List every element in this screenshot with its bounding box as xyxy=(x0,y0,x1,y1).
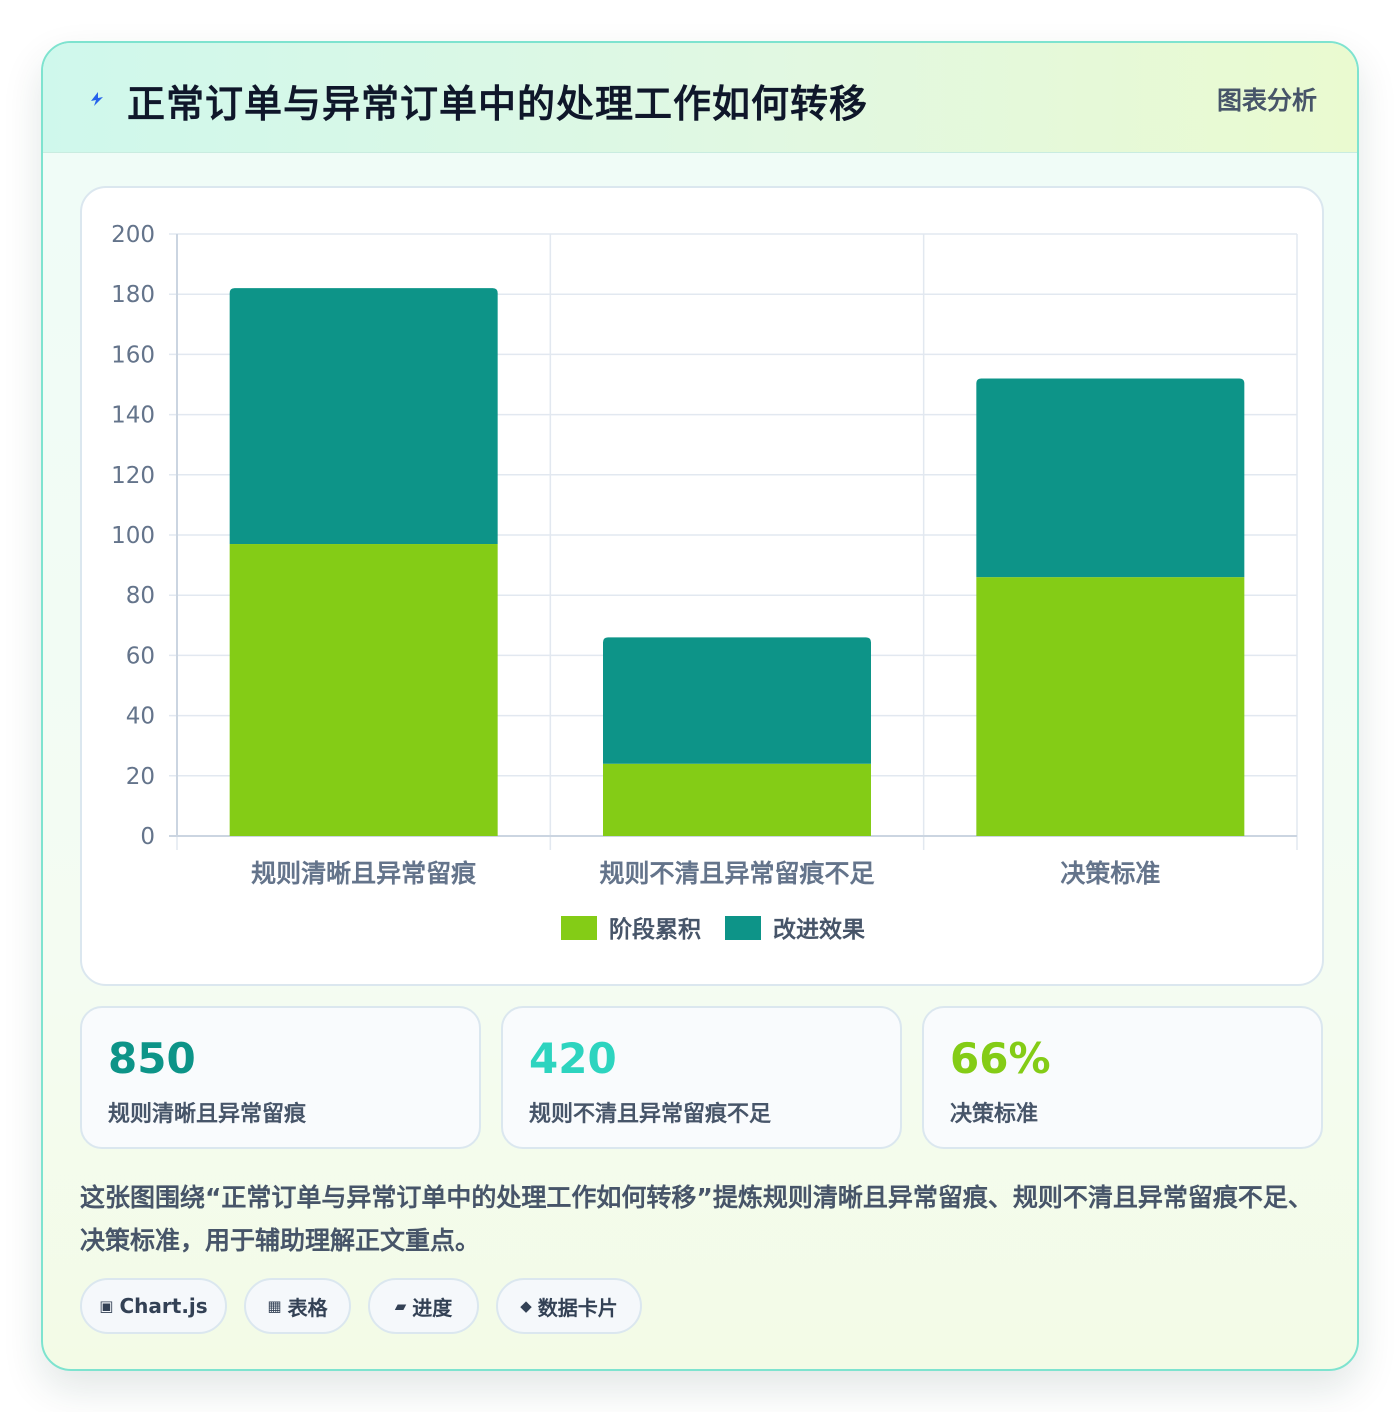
tag-label: Chart.js xyxy=(119,1294,208,1318)
y-tick-label: 140 xyxy=(111,403,155,429)
tag-table[interactable]: ▦ 表格 xyxy=(244,1278,351,1334)
bar-segment xyxy=(603,637,871,764)
stat-label: 规则不清且异常留痕不足 xyxy=(529,1102,772,1127)
stat-card-3: 66% 决策标准 xyxy=(922,1006,1323,1149)
chart-card: 正常订单与异常订单中的处理工作如何转移 图表分析 0 20 40 60 80 100 120… xyxy=(41,41,1359,1371)
diamond-icon: ◆ xyxy=(520,1297,532,1315)
tag-data-card[interactable]: ◆ 数据卡片 xyxy=(496,1278,642,1334)
y-tick-label: 120 xyxy=(111,463,155,489)
bar-segment xyxy=(976,577,1245,836)
bar-segment xyxy=(229,544,498,836)
x-tick-label: 决策标准 xyxy=(1060,859,1160,888)
y-tick-label: 60 xyxy=(126,643,155,669)
stat-label: 规则清晰且异常留痕 xyxy=(108,1102,307,1127)
y-tick-label: 20 xyxy=(126,764,155,790)
tag-chartjs[interactable]: ▣ Chart.js xyxy=(80,1278,227,1334)
tag-label: 表格 xyxy=(287,1295,328,1320)
bar-segment xyxy=(603,763,871,836)
card-header: 正常订单与异常订单中的处理工作如何转移 图表分析 xyxy=(43,43,1357,153)
tag-progress[interactable]: ▰ 进度 xyxy=(368,1278,479,1334)
legend-label: 阶段累积 xyxy=(609,916,701,943)
bar-chart: 0 20 40 60 80 100 120 140 160 180 200 规则清晰且异常留痕 规则不清… xyxy=(111,222,1298,943)
x-tick-label: 规则清晰且异常留痕 xyxy=(251,859,477,888)
stat-value: 66% xyxy=(950,1034,1051,1083)
stat-value: 420 xyxy=(529,1034,617,1083)
page-title: 正常订单与异常订单中的处理工作如何转移 xyxy=(127,82,869,126)
tag-label: 进度 xyxy=(412,1295,453,1320)
stat-card-1: 850 规则清晰且异常留痕 xyxy=(80,1006,481,1149)
bar-segment xyxy=(229,288,498,545)
stat-label: 决策标准 xyxy=(950,1102,1039,1127)
legend-label: 改进效果 xyxy=(773,916,865,943)
stat-card-2: 420 规则不清且异常留痕不足 xyxy=(501,1006,902,1149)
x-tick-label: 规则不清且异常留痕不足 xyxy=(599,859,874,888)
y-tick-label: 40 xyxy=(126,704,155,730)
y-tick-label: 80 xyxy=(126,583,155,609)
chart-panel: 0 20 40 60 80 100 120 140 160 180 200 规则清晰且异常留痕 规则不清… xyxy=(80,186,1324,986)
y-tick-label: 0 xyxy=(140,824,155,850)
stat-value: 850 xyxy=(108,1034,196,1083)
chart-icon: ▣ xyxy=(99,1297,114,1315)
y-tick-label: 200 xyxy=(111,222,155,248)
bar-segment xyxy=(976,378,1245,578)
progress-icon: ▰ xyxy=(394,1297,407,1315)
y-tick-label: 100 xyxy=(111,523,155,549)
lightning-bolt-icon xyxy=(91,92,103,106)
y-tick-label: 180 xyxy=(111,282,155,308)
table-icon: ▦ xyxy=(267,1297,282,1315)
y-tick-label: 160 xyxy=(111,342,155,368)
chart-description: 这张图围绕“正常订单与异常订单中的处理工作如何转移”提炼规则清晰且异常留痕、规则… xyxy=(80,1183,1313,1255)
header-badge: 图表分析 xyxy=(1216,86,1317,115)
tag-label: 数据卡片 xyxy=(537,1295,618,1320)
legend-swatch xyxy=(561,916,597,940)
legend-swatch xyxy=(725,916,761,940)
